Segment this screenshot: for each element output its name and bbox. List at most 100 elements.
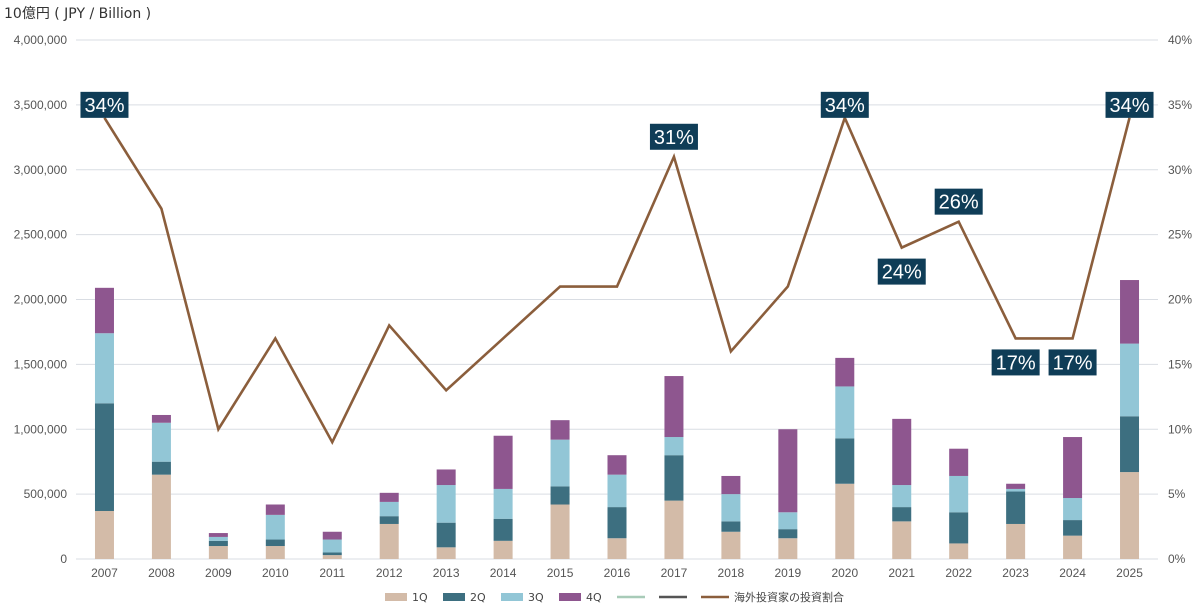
callout-box <box>80 91 129 118</box>
bar-2q-2015 <box>550 486 570 505</box>
bar-4q-2021 <box>892 418 912 486</box>
legend-swatch-3q <box>501 593 523 601</box>
bar-3q-2025 <box>1120 343 1140 417</box>
bar-2q-2021 <box>892 507 912 522</box>
x-tick-label: 2025 <box>1116 566 1143 580</box>
y-right-tick-label: 5% <box>1168 487 1186 501</box>
bar-2q-2024 <box>1063 520 1083 536</box>
bar-3q-2007 <box>94 333 114 404</box>
callout-label: 34% <box>84 95 124 117</box>
y-left-tick-label: 3,500,000 <box>14 98 68 112</box>
callout-label: 34% <box>825 95 865 117</box>
callout-box <box>649 123 698 150</box>
x-tick-label: 2019 <box>774 566 801 580</box>
bar-3q-2014 <box>493 488 513 519</box>
y-axis-left-ticks: 0 500,000 1,000,000 1,500,000 2,000,000 2,500… <box>14 33 68 566</box>
bar-3q-2016 <box>607 474 627 508</box>
bar-2q-2013 <box>436 522 456 548</box>
x-tick-label: 2012 <box>376 566 403 580</box>
bar-1q-2024 <box>1063 535 1083 559</box>
bar-2q-2018 <box>721 521 741 532</box>
bar-2q-2017 <box>664 455 684 501</box>
bar-4q-2008 <box>151 414 171 423</box>
x-tick-label: 2013 <box>433 566 460 580</box>
bar-2q-2014 <box>493 518 513 541</box>
bar-1q-2010 <box>265 546 285 559</box>
legend-label: 3Q <box>528 591 544 604</box>
x-tick-label: 2024 <box>1059 566 1086 580</box>
x-tick-label: 2018 <box>718 566 745 580</box>
bar-4q-2014 <box>493 435 513 489</box>
bar-4q-2023 <box>1006 483 1026 489</box>
y-left-tick-label: 1,000,000 <box>14 422 68 436</box>
bar-4q-2015 <box>550 420 570 440</box>
bar-1q-2008 <box>151 474 171 559</box>
legend-label: 4Q <box>586 591 602 604</box>
bar-2q-2007 <box>94 403 114 511</box>
bar-1q-2020 <box>835 483 855 559</box>
bar-1q-2007 <box>94 510 114 559</box>
x-tick-label: 2009 <box>205 566 232 580</box>
y-left-tick-label: 1,500,000 <box>14 357 68 371</box>
bar-2q-2022 <box>949 512 969 544</box>
bar-1q-2011 <box>322 555 342 559</box>
bar-2q-2012 <box>379 516 399 524</box>
bar-3q-2015 <box>550 439 570 487</box>
x-tick-label: 2007 <box>91 566 118 580</box>
bar-4q-2013 <box>436 469 456 486</box>
y-axis-left-unit-label: 10億円 ( JPY / Billion ) <box>4 6 151 22</box>
y-left-tick-label: 0 <box>60 552 67 566</box>
legend-swatch-2q <box>443 593 465 601</box>
callout-box <box>1105 91 1154 118</box>
y-right-tick-label: 25% <box>1168 228 1192 242</box>
bar-3q-2008 <box>151 422 171 462</box>
y-left-tick-label: 2,500,000 <box>14 228 68 242</box>
bar-3q-2011 <box>322 539 342 553</box>
bar-1q-2021 <box>892 521 912 559</box>
bar-4q-2011 <box>322 531 342 540</box>
bar-2q-2025 <box>1120 416 1140 473</box>
y-right-tick-label: 10% <box>1168 422 1192 436</box>
gridlines <box>76 39 1158 560</box>
legend: 1Q 2Q 3Q 4Q 海外投資家の投資割合 <box>385 590 844 604</box>
line-value-callouts: 34% 31% 34% 24% 26% 17% 17% 34% <box>80 91 1154 376</box>
bar-1q-2014 <box>493 540 513 559</box>
y-right-tick-label: 35% <box>1168 98 1192 112</box>
y-right-tick-label: 40% <box>1168 33 1192 47</box>
bar-4q-2025 <box>1120 280 1140 344</box>
bar-4q-2007 <box>94 287 114 334</box>
bar-4q-2019 <box>778 429 798 513</box>
callout-box <box>934 188 983 215</box>
y-right-tick-label: 30% <box>1168 163 1192 177</box>
y-left-tick-label: 3,000,000 <box>14 163 68 177</box>
x-tick-label: 2015 <box>547 566 574 580</box>
callout-box <box>991 349 1040 376</box>
callout-label: 24% <box>882 262 922 284</box>
y-right-tick-label: 15% <box>1168 357 1192 371</box>
bar-3q-2021 <box>892 485 912 508</box>
callout-box <box>820 91 869 118</box>
y-left-tick-label: 4,000,000 <box>14 33 68 47</box>
bar-4q-2016 <box>607 455 627 475</box>
bar-series-group <box>94 280 1140 559</box>
bar-1q-2022 <box>949 543 969 559</box>
callout-label: 34% <box>1110 95 1150 117</box>
bar-4q-2018 <box>721 475 741 495</box>
bar-4q-2012 <box>379 492 399 502</box>
bar-3q-2010 <box>265 514 285 540</box>
legend-label: 海外投資家の投資割合 <box>734 590 844 604</box>
y-right-tick-label: 0% <box>1168 552 1186 566</box>
bar-4q-2024 <box>1063 437 1083 499</box>
bar-3q-2012 <box>379 501 399 517</box>
bar-3q-2013 <box>436 485 456 523</box>
y-right-tick-label: 20% <box>1168 293 1192 307</box>
bar-3q-2019 <box>778 512 798 530</box>
line-investor-share <box>103 114 1131 446</box>
bar-3q-2017 <box>664 437 684 456</box>
bar-2q-2020 <box>835 438 855 484</box>
bar-1q-2017 <box>664 500 684 559</box>
legend-label: 1Q <box>412 591 428 604</box>
bar-1q-2018 <box>721 531 741 559</box>
x-tick-label: 2010 <box>262 566 289 580</box>
bar-3q-2020 <box>835 386 855 439</box>
